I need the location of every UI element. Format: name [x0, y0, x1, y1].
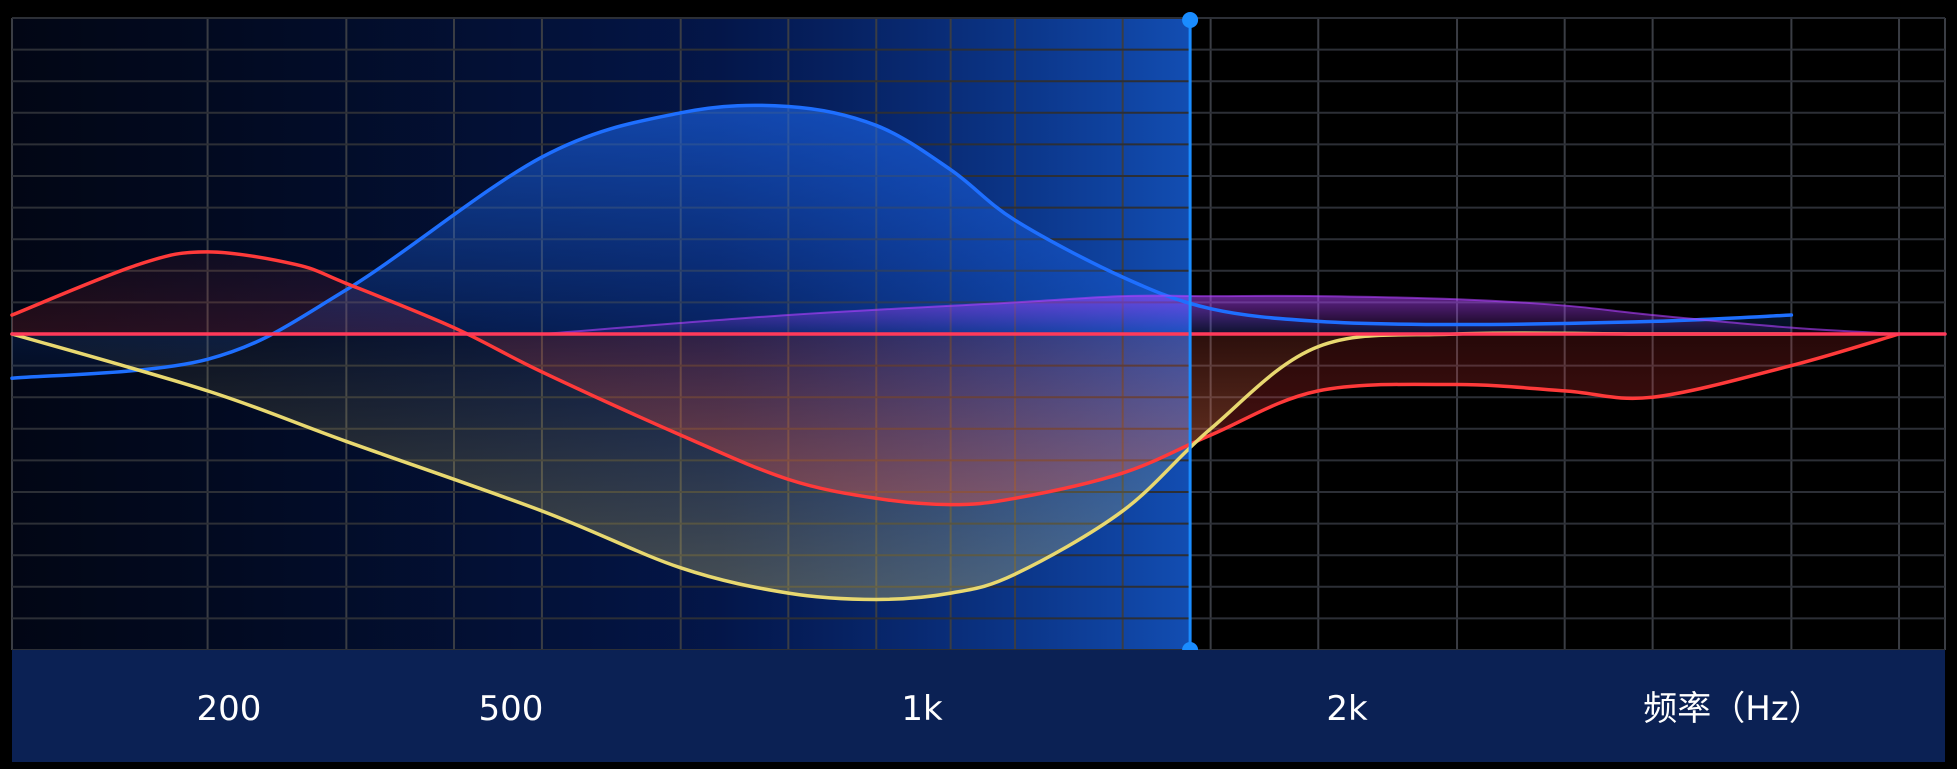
x-tick-label: 1k [901, 689, 943, 729]
x-axis-label: 频率（Hz） [1643, 689, 1822, 729]
x-tick-label: 200 [197, 689, 262, 729]
x-tick-label: 2k [1326, 689, 1368, 729]
series-line-0 [10, 103, 1794, 380]
series-fill-2 [12, 333, 1792, 600]
series-fill-0 [12, 105, 1792, 379]
x-axis-ticks: 200 500 1k 2k [197, 689, 1368, 729]
x-tick-label: 500 [479, 689, 544, 729]
series-line-1 [10, 250, 1901, 507]
cursor-handle-top[interactable] [1182, 12, 1199, 28]
series-lines [10, 103, 1947, 602]
series-line-3 [540, 294, 1901, 335]
x-axis-bar [12, 650, 1945, 762]
